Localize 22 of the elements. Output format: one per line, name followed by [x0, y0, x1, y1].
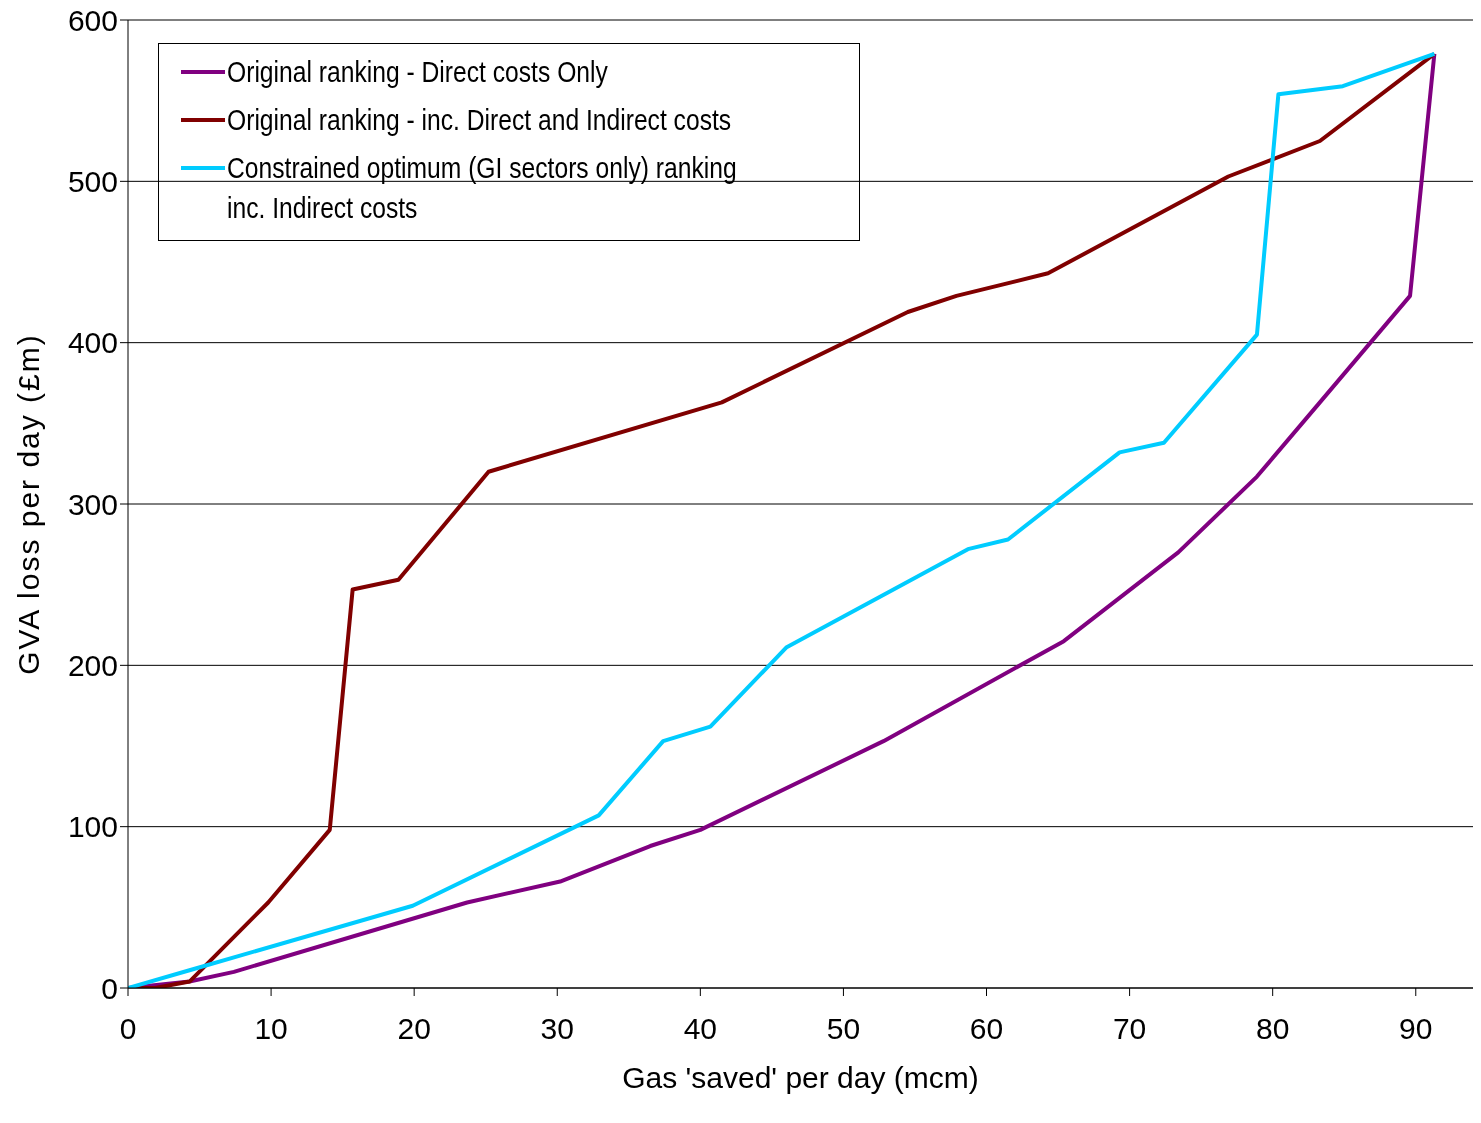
- line-series: [128, 51, 1437, 988]
- y-tick-label: 100: [67, 810, 118, 844]
- x-tick-label: 20: [397, 1012, 431, 1046]
- x-tick-label: 10: [254, 1012, 288, 1046]
- x-tick-label: 40: [683, 1012, 718, 1046]
- x-tick-label: 60: [969, 1012, 1004, 1046]
- x-tick-label: 90: [1399, 1012, 1433, 1046]
- y-tick-label: 200: [67, 648, 118, 682]
- legend-label: Original ranking - Direct costs Only: [227, 55, 609, 90]
- x-tick-label: 50: [826, 1012, 861, 1046]
- y-tick-label: 500: [67, 164, 118, 198]
- x-axis-title: Gas 'saved' per day (mcm): [622, 1061, 979, 1094]
- y-tick-label: 0: [101, 971, 118, 1005]
- x-tick-label: 70: [1112, 1012, 1147, 1046]
- legend-label: Original ranking - inc. Direct and Indirect costs: [227, 103, 733, 138]
- y-axis-title: GVA loss per day (£m): [11, 333, 45, 675]
- legend-label: Constrained optimum (GI sectors only) ranking inc. Indirect costs: [227, 151, 738, 226]
- y-tick-label: 600: [67, 3, 118, 37]
- y-tick-label: 400: [67, 326, 118, 360]
- x-tick-label: 80: [1255, 1012, 1290, 1046]
- x-tick-label: 30: [540, 1012, 574, 1046]
- y-tick-label: 300: [67, 487, 118, 521]
